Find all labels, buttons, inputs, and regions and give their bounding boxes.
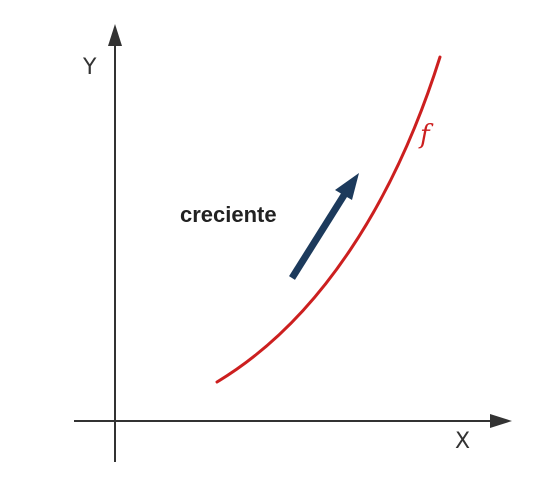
increasing-arrow-shaft (289, 190, 349, 280)
increasing-arrow-head (335, 173, 359, 200)
y-axis-label: Y (82, 55, 97, 80)
increasing-label: creciente (180, 202, 277, 227)
function-curve (215, 55, 442, 384)
x-axis-label: X (455, 429, 470, 454)
x-axis-arrowhead (490, 414, 512, 428)
y-axis-arrowhead (108, 24, 122, 46)
function-label: f (418, 120, 434, 150)
